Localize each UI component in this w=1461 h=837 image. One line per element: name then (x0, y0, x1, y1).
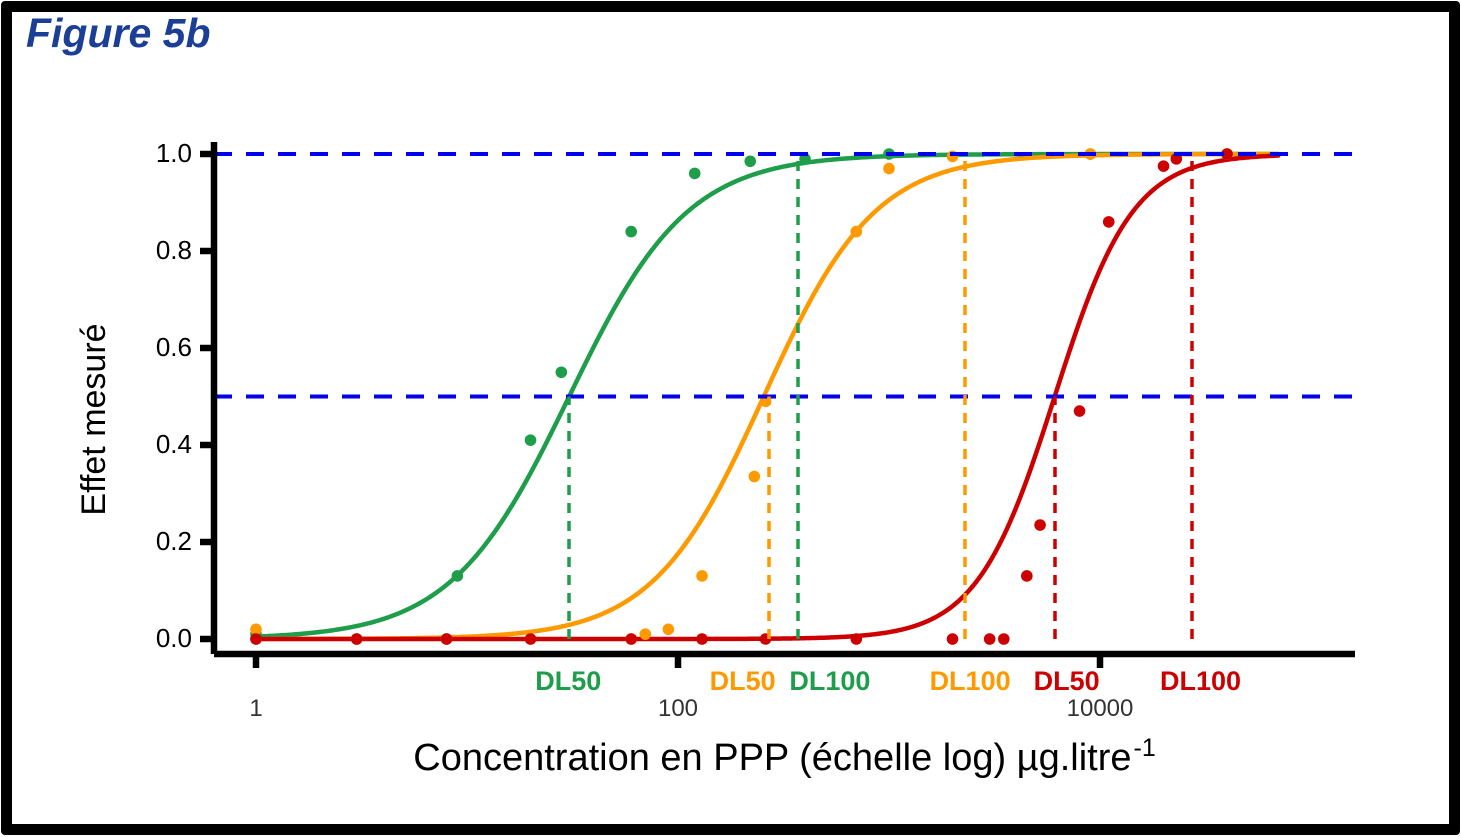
svg-text:0.4: 0.4 (156, 429, 192, 459)
svg-text:Concentration en PPP (échelle: Concentration en PPP (échelle log) µg.li… (413, 734, 1156, 779)
svg-text:DL50: DL50 (1034, 666, 1100, 696)
svg-text:DL100: DL100 (1160, 666, 1241, 696)
svg-text:100: 100 (658, 695, 698, 722)
svg-text:0.2: 0.2 (156, 526, 192, 556)
svg-text:1: 1 (249, 695, 262, 722)
svg-text:0.0: 0.0 (156, 623, 192, 653)
svg-text:10000: 10000 (1067, 695, 1134, 722)
svg-text:DL100: DL100 (789, 666, 870, 696)
svg-text:DL100: DL100 (930, 666, 1011, 696)
svg-text:0.8: 0.8 (156, 235, 192, 265)
svg-text:DL50: DL50 (710, 666, 776, 696)
svg-text:0.6: 0.6 (156, 332, 192, 362)
svg-text:DL50: DL50 (535, 666, 601, 696)
svg-text:Effet mesuré: Effet mesuré (75, 323, 113, 515)
svg-text:1.0: 1.0 (156, 138, 192, 168)
